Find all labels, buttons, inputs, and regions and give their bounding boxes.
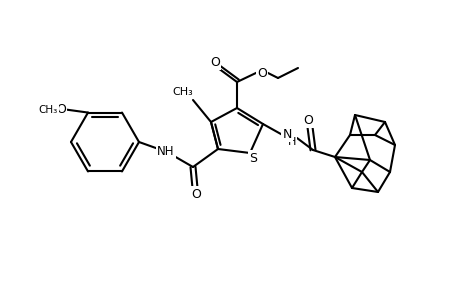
Text: S: S: [248, 152, 257, 164]
Text: O: O: [302, 113, 312, 127]
Text: H: H: [287, 137, 296, 147]
Text: O: O: [257, 67, 266, 80]
Text: NH: NH: [157, 145, 174, 158]
Text: N: N: [282, 128, 291, 140]
Text: O: O: [210, 56, 219, 68]
Text: CH₃: CH₃: [172, 87, 193, 97]
Text: O: O: [190, 188, 201, 200]
Text: CH₃: CH₃: [38, 105, 57, 115]
Text: O: O: [56, 103, 66, 116]
